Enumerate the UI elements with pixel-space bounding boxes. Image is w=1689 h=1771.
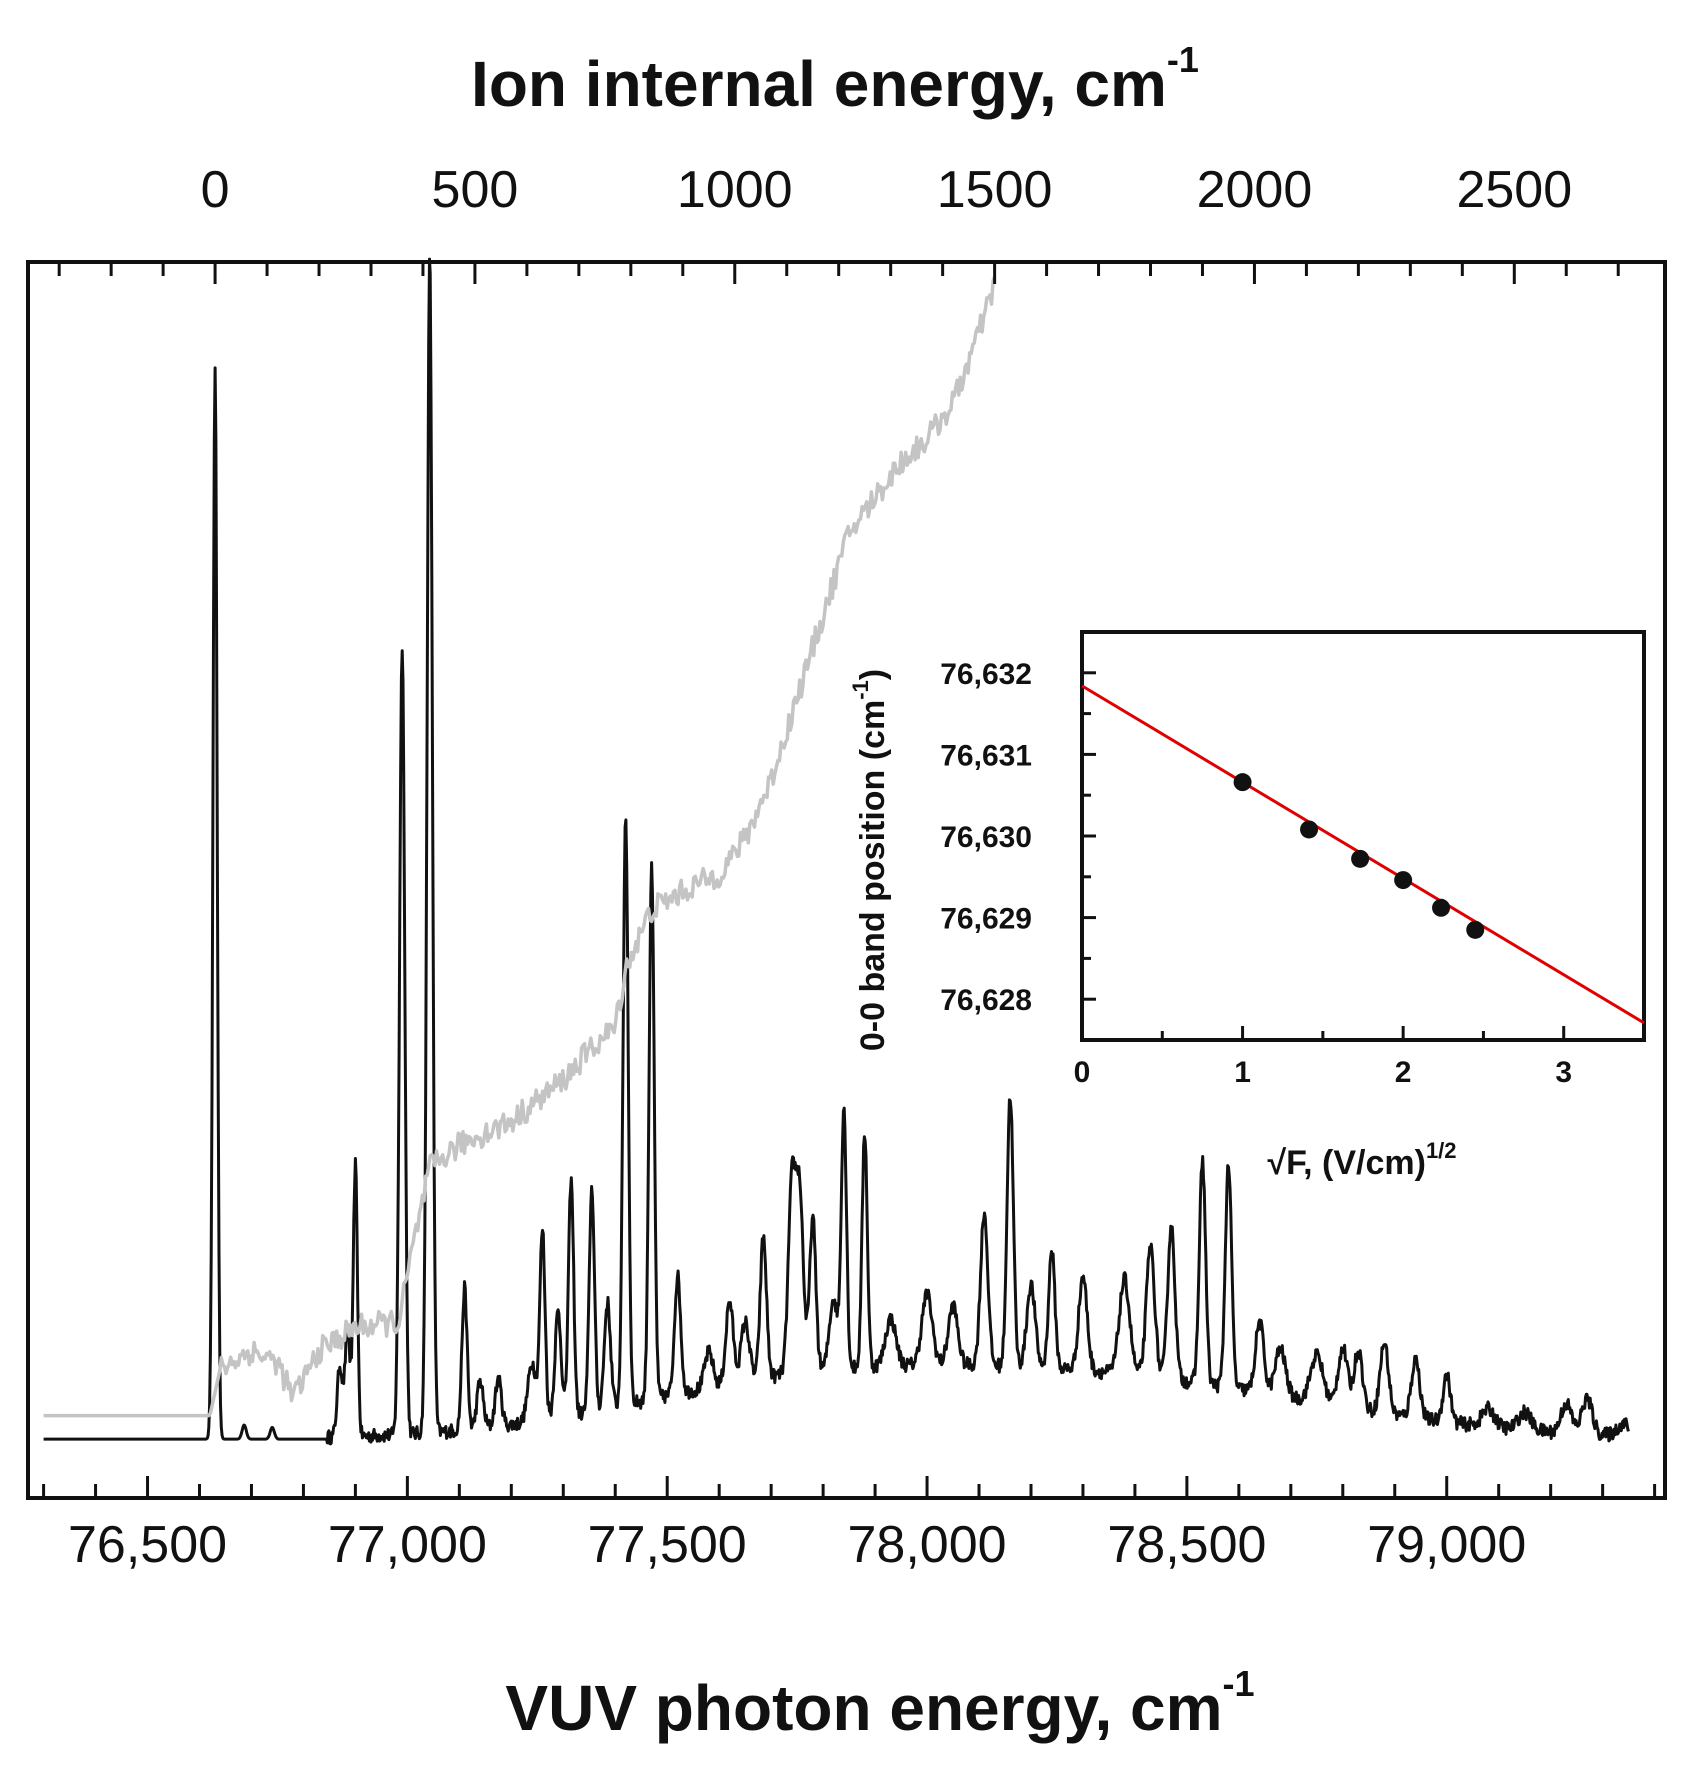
- bottom-axis-title: VUV photon energy, cm-1: [505, 1663, 1254, 1744]
- integrated-line: [43, 276, 997, 1418]
- bottom-tick-label: 78,000: [848, 1516, 1007, 1574]
- main-ticks-layer: 76,500 77,000 77,500 78,000 78,500 79,000 0 500…: [42, 161, 1657, 1574]
- top-tick-label: 2500: [1456, 161, 1572, 219]
- spectrum-line: [42, 257, 1630, 1446]
- bottom-tick-label: 78,500: [1107, 1516, 1266, 1574]
- inset-x-tick-label: 2: [1395, 1056, 1412, 1089]
- inset-data-point: [1394, 871, 1413, 890]
- inset-layer: 0 1 2 3 76,628 76,629 76,630 76,631 76,632: [940, 630, 1646, 1089]
- top-tick-label: 500: [432, 161, 519, 219]
- inset-y-tick-label: 76,629: [940, 903, 1032, 936]
- inset-plot-frame: [1080, 630, 1646, 1042]
- inset-y-tick-label: 76,628: [940, 984, 1032, 1017]
- main-series-layer: [42, 257, 1630, 1446]
- inset-x-axis-title: √F, (V/cm)1/2: [1267, 1138, 1456, 1182]
- inset-x-tick-label: 3: [1555, 1056, 1572, 1089]
- top-tick-label: 0: [201, 161, 230, 219]
- inset-data-point: [1432, 898, 1451, 917]
- top-tick-label: 1000: [677, 161, 793, 219]
- inset-y-axis-title: 0-0 band position (cm-1): [848, 669, 892, 1051]
- top-tick-label: 2000: [1197, 161, 1313, 219]
- inset-x-tick-label: 1: [1234, 1056, 1251, 1089]
- inset-data-point: [1233, 773, 1252, 792]
- main-plot-frame: [26, 260, 1667, 1500]
- inset-data-point: [1466, 920, 1485, 939]
- bottom-tick-label: 79,000: [1367, 1516, 1526, 1574]
- top-tick-label: 1500: [937, 161, 1053, 219]
- bottom-tick-label: 77,500: [588, 1516, 747, 1574]
- inset-y-tick-label: 76,630: [940, 821, 1032, 854]
- bottom-tick-label: 76,500: [68, 1516, 227, 1574]
- top-axis-title: Ion internal energy, cm-1: [471, 39, 1199, 120]
- inset-x-tick-label: 0: [1074, 1056, 1091, 1089]
- inset-y-tick-label: 76,632: [940, 658, 1032, 691]
- inset-data-point: [1351, 849, 1370, 868]
- inset-data-point: [1300, 820, 1319, 839]
- inset-y-tick-label: 76,631: [940, 739, 1032, 772]
- bottom-tick-label: 77,000: [328, 1516, 487, 1574]
